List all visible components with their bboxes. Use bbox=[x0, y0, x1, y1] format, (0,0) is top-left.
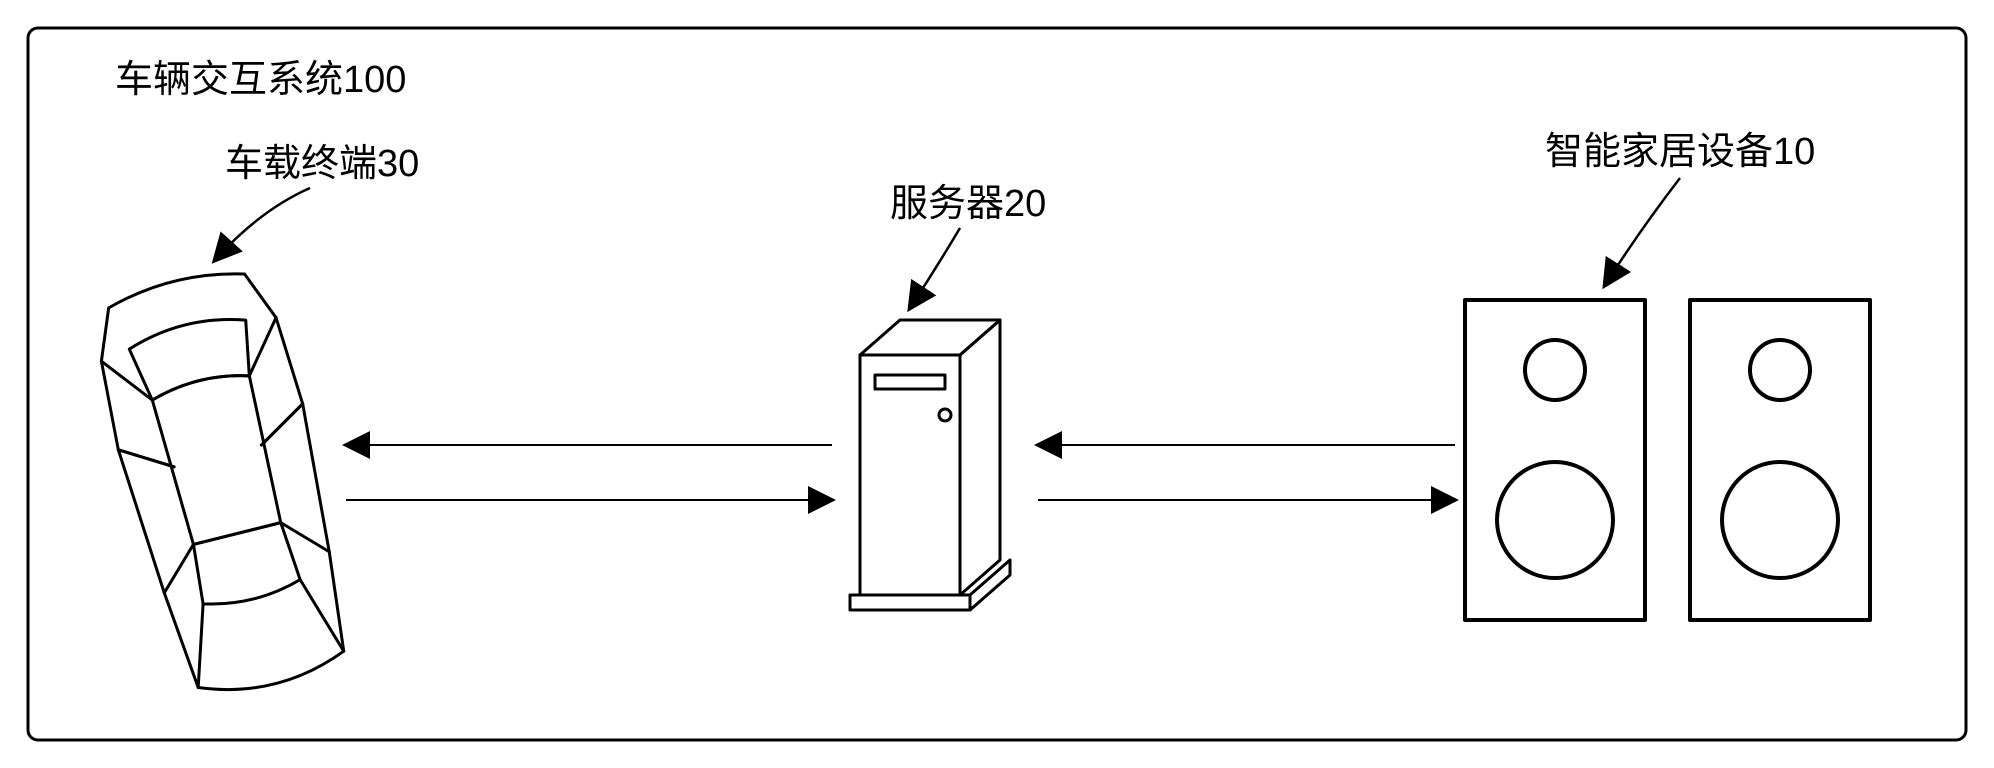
car-icon bbox=[60, 250, 390, 720]
diagram-canvas: 车辆交互系统100 车载终端30 服务器20 智能家居设备10 bbox=[0, 0, 1994, 768]
speakers-icon bbox=[1455, 290, 1885, 640]
server-icon bbox=[830, 305, 1040, 625]
